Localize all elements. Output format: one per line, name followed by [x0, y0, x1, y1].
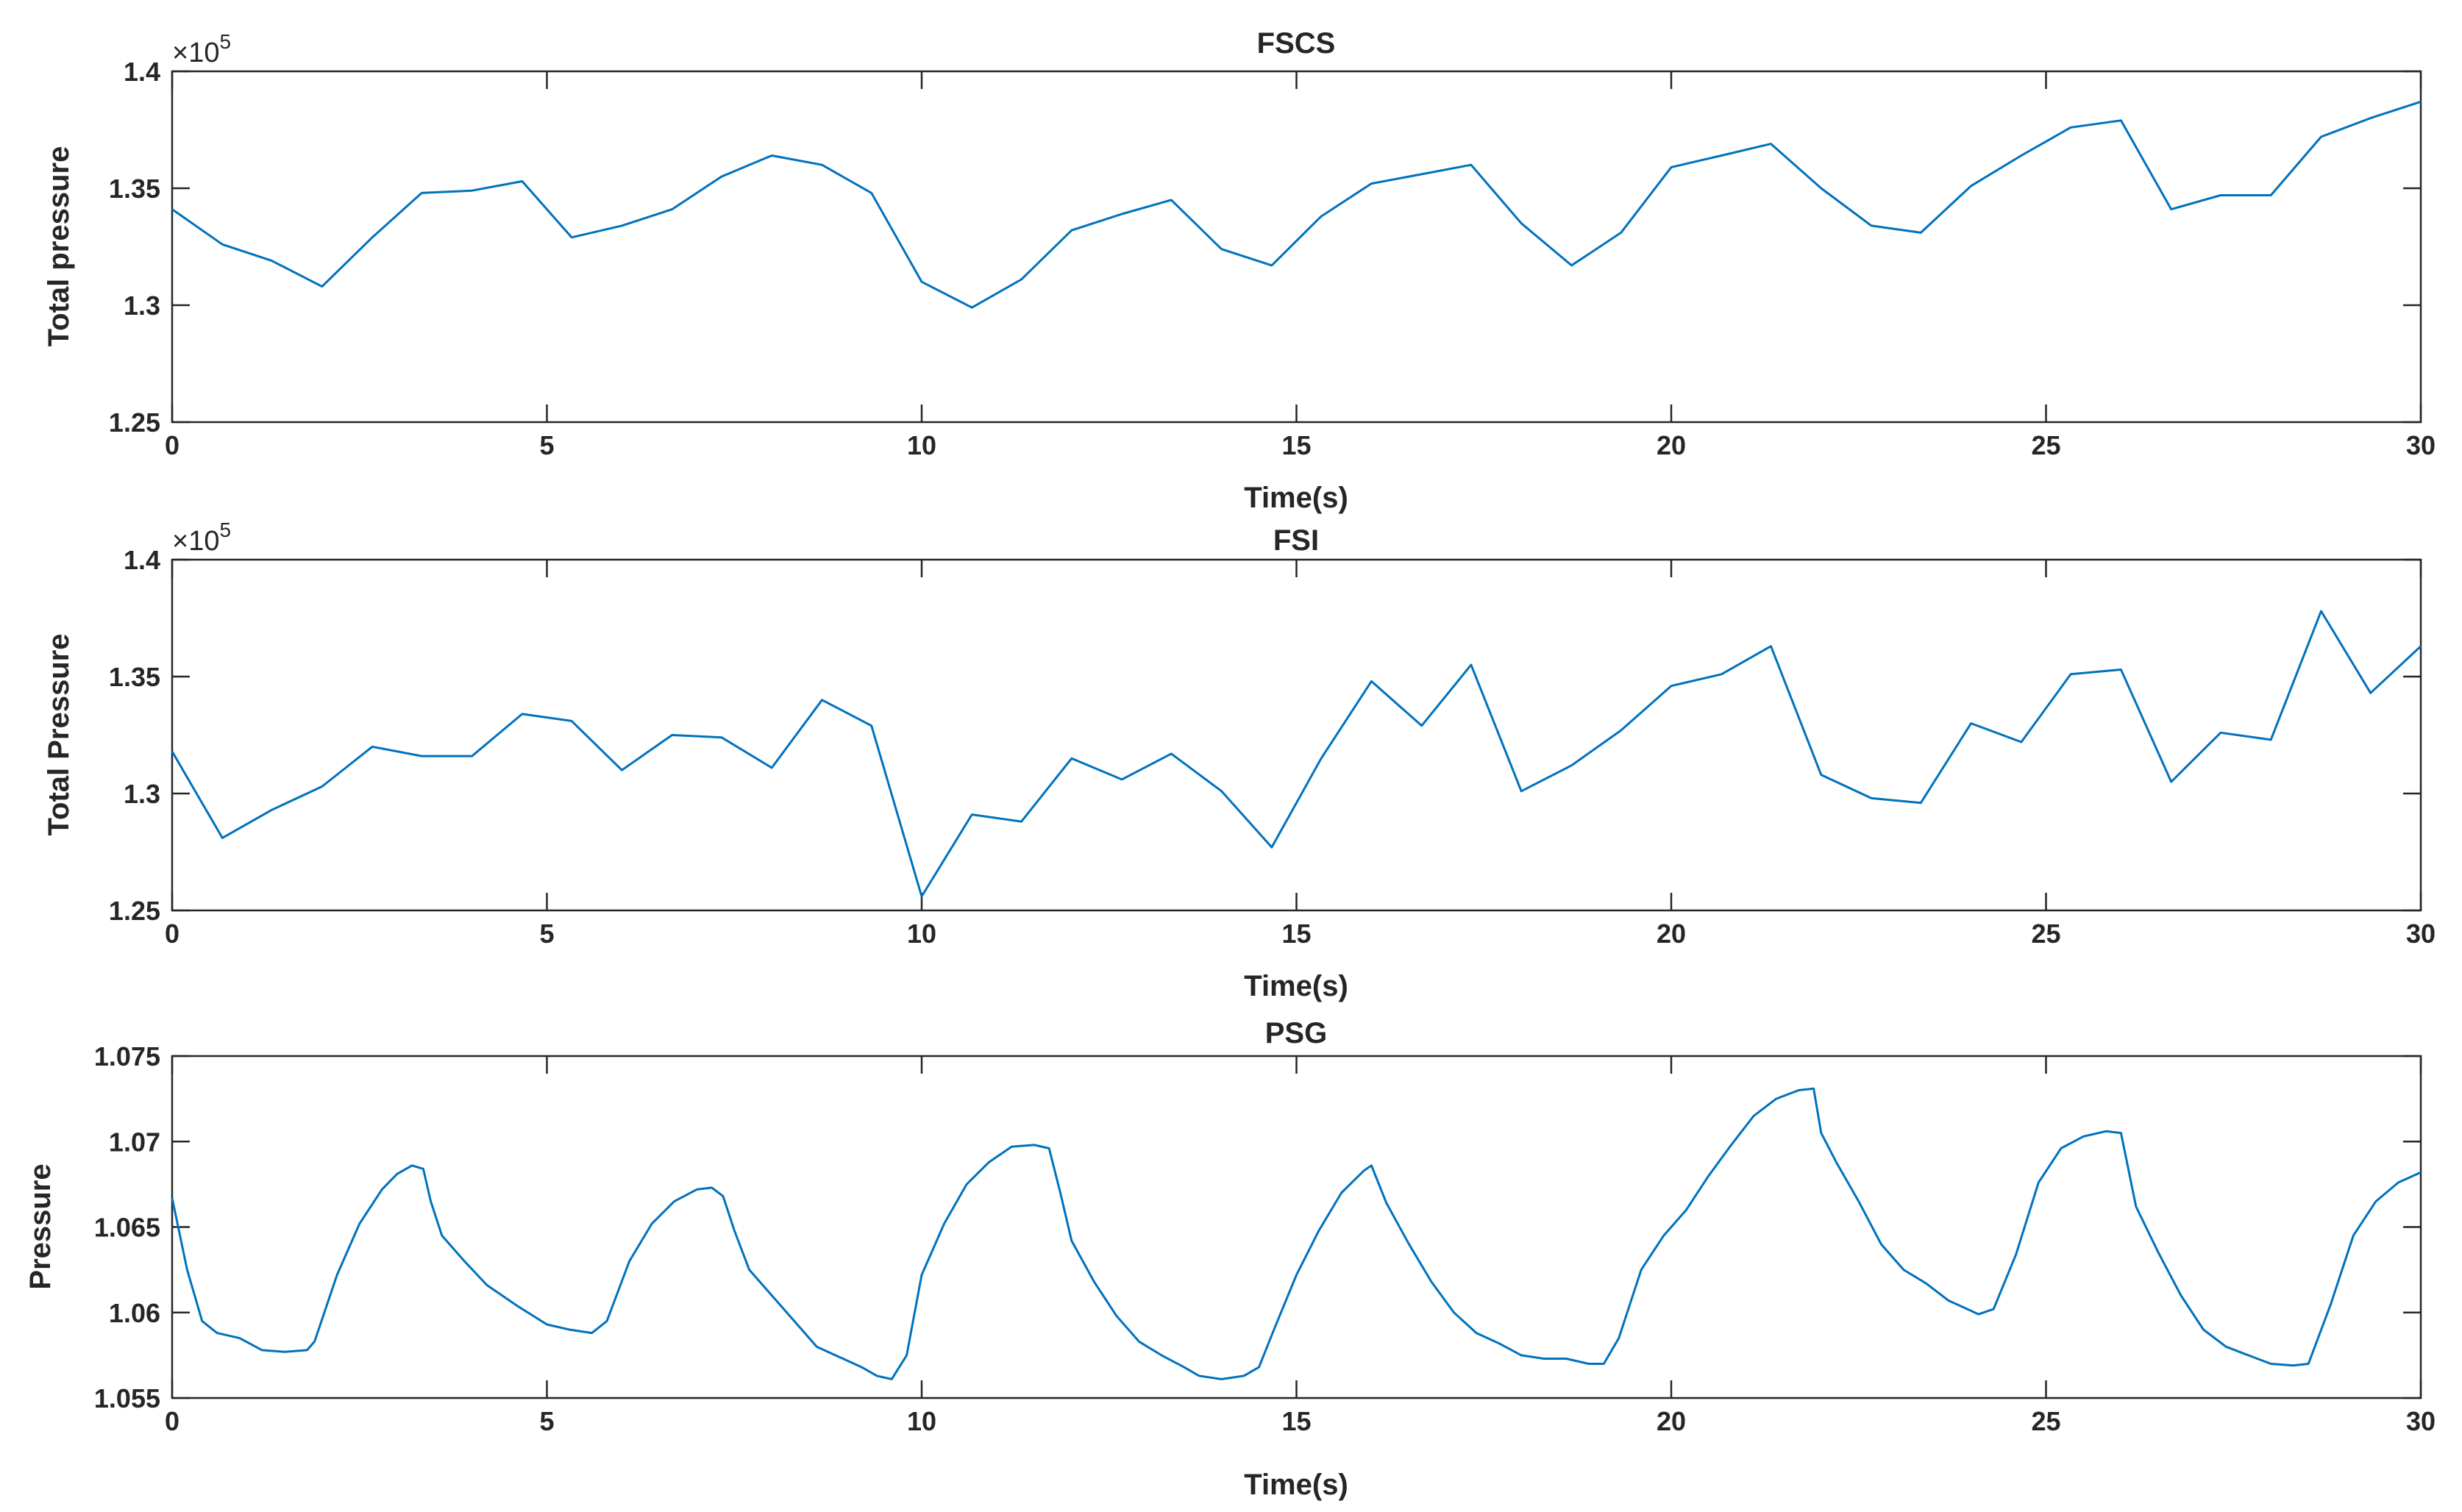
- x-axis-label: Time(s): [1244, 970, 1348, 1002]
- x-tick-label: 10: [907, 1406, 936, 1436]
- x-tick-label: 25: [2031, 919, 2060, 949]
- exponent-power: 5: [219, 30, 231, 53]
- x-tick-label: 25: [2031, 1406, 2060, 1436]
- x-tick-label: 20: [1657, 1406, 1686, 1436]
- x-tick-label: 30: [2406, 919, 2436, 949]
- x-tick-label: 10: [907, 430, 936, 460]
- plot-frame: [171, 1055, 2422, 1399]
- y-tick-label: 1.25: [109, 896, 160, 926]
- tick-marks: [171, 1055, 2422, 1399]
- series-line: [171, 1087, 2422, 1380]
- y-axis-label: Total Pressure: [43, 634, 75, 836]
- x-axis-label: Time(s): [1244, 1469, 1348, 1501]
- x-tick-label: 15: [1281, 430, 1311, 460]
- x-tick-label: 5: [539, 430, 554, 460]
- y-tick-label: 1.07: [109, 1127, 160, 1157]
- plot-title: FSCS: [1257, 27, 1336, 60]
- x-tick-label: 15: [1281, 919, 1311, 949]
- series-line: [171, 100, 2422, 309]
- x-tick-label: 0: [165, 430, 179, 460]
- x-tick-label: 10: [907, 919, 936, 949]
- plot-title: PSG: [1265, 1017, 1327, 1049]
- y-tick-label: 1.25: [109, 407, 160, 438]
- tick-marks: [171, 70, 2422, 424]
- tick-labels: 0 5 10 15 20 25 30 1.055 1.06 1.065 1.07 1.075: [94, 1041, 2436, 1436]
- series-line: [171, 610, 2422, 898]
- x-tick-label: 5: [539, 919, 554, 949]
- exponent-base: ×10: [172, 38, 219, 68]
- subplot-fscs: 0 5 10 15 20 25 301.251.31.351.4 FSCS Time(s) …: [43, 27, 2436, 514]
- y-tick-label: 1.3: [124, 779, 160, 809]
- y-axis-label: Pressure: [24, 1163, 57, 1289]
- y-axis-label: Total pressure: [43, 146, 75, 347]
- y-tick-label: 1.4: [124, 545, 160, 575]
- y-axis-exponent: ×105: [172, 518, 231, 557]
- x-tick-label: 20: [1657, 919, 1686, 949]
- y-tick-label: 1.075: [94, 1041, 160, 1071]
- y-tick-label: 1.4: [124, 57, 160, 87]
- y-tick-label: 1.06: [109, 1298, 160, 1328]
- plot-frame: [171, 558, 2422, 912]
- plot-frame: [171, 70, 2422, 424]
- x-tick-label: 25: [2031, 430, 2060, 460]
- plot-title: FSI: [1273, 524, 1319, 557]
- tick-labels: 0 5 10 15 20 25 30 1.25 1.3 1.35 1.4: [109, 57, 2436, 460]
- x-tick-label: 30: [2406, 1406, 2436, 1436]
- exponent-base: ×10: [172, 526, 219, 557]
- tick-labels: 0 5 10 15 20 25 30 1.25 1.3 1.35 1.4: [109, 545, 2436, 949]
- x-tick-label: 0: [165, 919, 179, 949]
- subplot-fsi: 0 5 10 15 20 25 30 1.25 1.3 1.35 1.4 FSI Time(s) T…: [43, 518, 2436, 1002]
- y-tick-label: 1.3: [124, 290, 160, 321]
- x-axis-label: Time(s): [1244, 482, 1348, 514]
- x-tick-label: 5: [539, 1406, 554, 1436]
- y-tick-label: 1.065: [94, 1213, 160, 1243]
- y-tick-label: 1.055: [94, 1383, 160, 1413]
- x-tick-label: 20: [1657, 430, 1686, 460]
- y-axis-exponent: ×105: [172, 30, 231, 68]
- y-tick-label: 1.35: [109, 174, 160, 204]
- y-tick-label: 1.35: [109, 662, 160, 692]
- exponent-power: 5: [219, 518, 231, 541]
- x-tick-label: 15: [1281, 1406, 1311, 1436]
- x-tick-label: 0: [165, 1406, 179, 1436]
- x-tick-label: 30: [2406, 430, 2436, 460]
- tick-marks: [171, 558, 2422, 912]
